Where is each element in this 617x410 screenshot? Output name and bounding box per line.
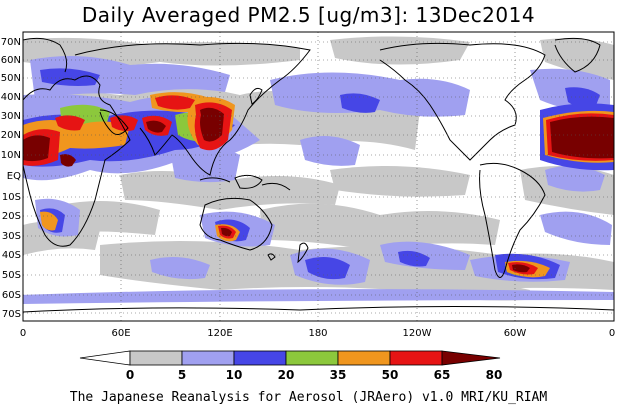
lat-label: 30N xyxy=(1,111,21,122)
lat-label: 30S xyxy=(2,231,21,242)
colorbar-tick-label: 5 xyxy=(178,368,186,382)
lon-label: 0 xyxy=(609,328,615,339)
lon-label: 60W xyxy=(504,328,527,339)
lat-label: 40N xyxy=(1,92,21,103)
colorbar-labels: 0 5 10 20 35 50 65 80 xyxy=(126,368,503,382)
colorbar-swatch xyxy=(129,350,183,366)
footer-credit: The Japanese Reanalysis for Aerosol (JRA… xyxy=(69,390,548,405)
colorbar xyxy=(79,350,501,366)
map-title: Daily Averaged PM2.5 [ug/m3]: 13Dec2014 xyxy=(81,3,536,27)
lon-label: 120W xyxy=(403,328,432,339)
colorbar-tick-label: 65 xyxy=(434,368,451,382)
lat-label: EQ xyxy=(7,171,21,182)
graticule xyxy=(23,32,614,321)
lat-label: 70N xyxy=(1,37,21,48)
lat-label: 20S xyxy=(2,211,21,222)
lon-label: 180 xyxy=(308,328,327,339)
colorbar-tick-label: 20 xyxy=(278,368,295,382)
colorbar-tick-label: 10 xyxy=(226,368,243,382)
lat-label: 50S xyxy=(2,270,21,281)
longitude-labels: 0 60E 120E 180 120W 60W 0 xyxy=(20,328,615,339)
colorbar-swatch xyxy=(285,350,339,366)
map-frame xyxy=(22,31,615,322)
colorbar-tick-label: 80 xyxy=(486,368,503,382)
lat-label: 10S xyxy=(2,192,21,203)
colorbar-tick-label: 0 xyxy=(126,368,134,382)
pm25-field xyxy=(23,32,614,321)
lat-label: 20N xyxy=(1,130,21,141)
lat-label: 60S xyxy=(2,290,21,301)
latitude-labels: 70N 60N 50N 40N 30N 20N 10N EQ 10S 20S 3… xyxy=(1,37,21,320)
colorbar-swatch xyxy=(441,350,501,366)
lat-label: 50N xyxy=(1,73,21,84)
colorbar-tick-label: 50 xyxy=(382,368,399,382)
lat-label: 60N xyxy=(1,55,21,66)
colorbar-swatch xyxy=(233,350,287,366)
lon-label: 0 xyxy=(20,328,26,339)
pm25-band-80-plus xyxy=(23,107,614,273)
lat-label: 70S xyxy=(2,309,21,320)
lat-label: 40S xyxy=(2,250,21,261)
colorbar-tick-label: 35 xyxy=(330,368,347,382)
colorbar-swatch xyxy=(181,350,235,366)
colorbar-swatch xyxy=(337,350,391,366)
colorbar-swatch xyxy=(79,350,131,366)
lon-label: 60E xyxy=(111,328,130,339)
coastlines xyxy=(23,37,614,313)
colorbar-swatch xyxy=(389,350,443,366)
lon-label: 120E xyxy=(207,328,232,339)
lat-label: 10N xyxy=(1,150,21,161)
